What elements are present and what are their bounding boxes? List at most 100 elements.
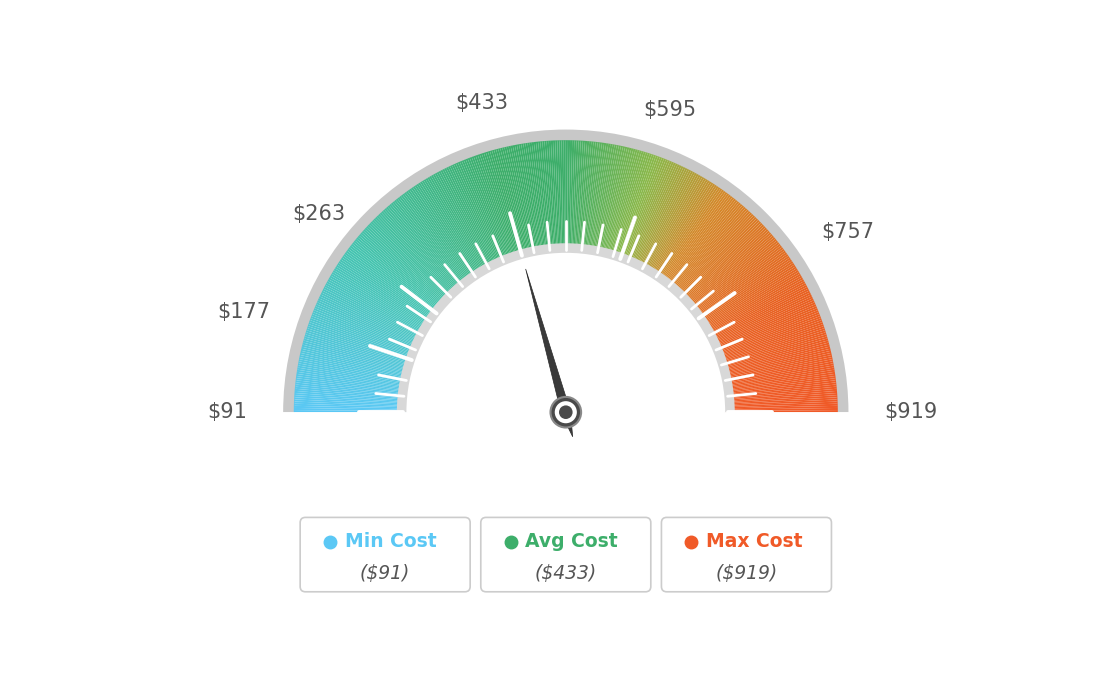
Wedge shape [492,150,523,259]
Wedge shape [325,285,425,339]
Wedge shape [718,328,825,364]
Wedge shape [719,338,828,370]
Wedge shape [586,142,602,254]
Wedge shape [637,169,689,270]
Wedge shape [596,145,619,256]
Wedge shape [381,211,458,295]
Wedge shape [707,285,807,339]
Wedge shape [476,155,514,262]
Wedge shape [597,146,620,256]
Wedge shape [553,140,560,253]
Wedge shape [690,242,779,313]
Wedge shape [633,165,681,268]
Wedge shape [396,244,735,412]
Wedge shape [640,172,696,272]
Wedge shape [310,318,416,358]
Wedge shape [711,298,814,346]
Wedge shape [719,334,827,368]
Text: ($433): ($433) [534,564,597,583]
Wedge shape [689,239,777,312]
Wedge shape [544,141,554,253]
Wedge shape [602,147,629,257]
Wedge shape [694,253,787,319]
Text: $919: $919 [884,402,937,422]
Wedge shape [683,228,767,305]
Wedge shape [588,143,606,255]
Wedge shape [659,192,728,284]
Wedge shape [682,226,765,304]
Wedge shape [341,257,435,323]
Wedge shape [564,140,565,253]
Wedge shape [294,410,406,412]
FancyBboxPatch shape [661,518,831,592]
Wedge shape [704,277,803,335]
Wedge shape [461,160,506,265]
Wedge shape [458,161,503,266]
Wedge shape [471,156,512,263]
Wedge shape [619,156,660,263]
Text: ($919): ($919) [715,564,777,583]
Wedge shape [342,256,435,322]
Wedge shape [294,404,406,408]
Wedge shape [438,171,492,271]
Wedge shape [399,196,469,286]
Wedge shape [661,195,731,286]
Wedge shape [584,142,599,254]
Wedge shape [574,141,583,253]
Wedge shape [300,348,411,376]
Wedge shape [551,141,559,253]
Wedge shape [514,145,538,255]
Wedge shape [670,207,745,293]
Wedge shape [668,204,743,291]
Wedge shape [340,259,434,324]
Wedge shape [723,368,835,387]
Wedge shape [294,400,406,406]
Wedge shape [634,166,683,268]
Wedge shape [295,393,406,402]
Wedge shape [624,159,666,264]
Wedge shape [683,229,768,306]
Wedge shape [394,200,466,288]
Wedge shape [587,143,604,255]
Wedge shape [431,175,488,274]
Wedge shape [329,277,427,335]
Wedge shape [542,141,553,253]
Wedge shape [367,226,449,304]
Wedge shape [384,208,460,293]
Text: Max Cost: Max Cost [707,533,803,551]
Wedge shape [530,142,545,254]
Wedge shape [406,191,474,284]
Wedge shape [647,178,707,275]
Wedge shape [496,149,527,258]
Wedge shape [569,140,572,253]
Text: $263: $263 [293,204,346,224]
Wedge shape [703,274,802,332]
Wedge shape [687,235,774,310]
Wedge shape [446,167,497,269]
Wedge shape [594,145,617,255]
Wedge shape [725,400,838,406]
Wedge shape [298,362,410,384]
Wedge shape [488,151,521,259]
Wedge shape [676,215,755,298]
Wedge shape [655,186,719,280]
Wedge shape [511,146,534,256]
Wedge shape [327,281,426,337]
Wedge shape [540,141,552,253]
Wedge shape [329,275,428,333]
Wedge shape [577,141,587,253]
Wedge shape [347,249,438,317]
Wedge shape [369,223,452,302]
Wedge shape [650,181,712,277]
Wedge shape [294,397,406,405]
Wedge shape [627,161,672,266]
Wedge shape [716,324,824,362]
Wedge shape [372,220,453,300]
Wedge shape [318,298,421,346]
Wedge shape [609,150,641,259]
Wedge shape [299,355,410,380]
Wedge shape [607,149,638,259]
Wedge shape [493,149,524,259]
Wedge shape [649,180,710,277]
Wedge shape [302,342,412,373]
